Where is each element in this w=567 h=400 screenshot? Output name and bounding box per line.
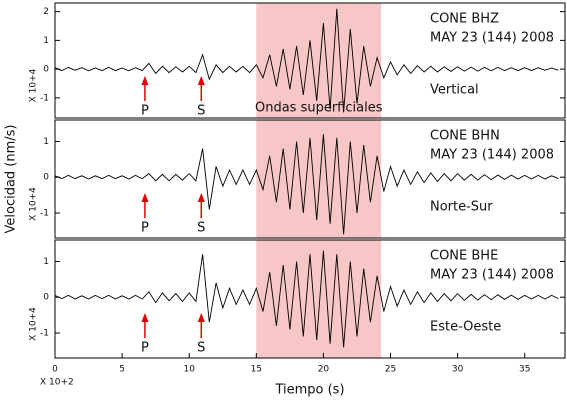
waveform [54,134,559,235]
date-label: MAY 23 (144) 2008 [430,31,554,46]
annotation-label: P [141,341,149,356]
y-tick-label: 2 [43,7,49,17]
station-label: CONE BHZ [430,12,499,27]
panel-frame [54,239,566,359]
y-axis-label: Velocidad (nm/s) [4,124,19,233]
y-scale-label: X 10+4 [29,187,39,221]
annotation-label: S [197,341,205,356]
shaded-label: Ondas superficiales [255,101,383,116]
waveform [54,250,559,348]
x-tick-label: 5 [119,365,125,375]
y-tick-label: -1 [40,328,49,338]
x-tick-label: 30 [452,365,464,375]
component-label: Este-Oeste [430,320,501,335]
annotation-label: S [197,221,205,236]
x-tick-label: 25 [385,365,396,375]
y-tick-label: -1 [40,93,49,103]
annotation-label: P [141,104,149,119]
y-tick-label: 1 [43,137,49,147]
component-label: Vertical [430,83,479,98]
y-tick-label: 0 [43,293,49,303]
y-tick-label: 1 [43,257,49,267]
y-scale-label: X 10+4 [29,307,39,341]
x-tick-label: 35 [519,365,530,375]
shaded-region [256,240,382,358]
shaded-region [256,3,382,118]
annotation-label: S [197,104,205,119]
panel-frame [54,2,566,119]
y-tick-label: 0 [43,173,49,183]
station-label: CONE BHN [430,129,500,144]
x-scale-label: X 10+2 [40,378,74,388]
arrow-head [197,193,205,202]
x-tick-label: 10 [183,365,195,375]
shaded-region [256,120,382,238]
x-tick-label: 20 [318,365,330,375]
arrow-head [141,193,149,202]
date-label: MAY 23 (144) 2008 [430,268,554,283]
station-label: CONE BHE [430,249,498,264]
y-tick-label: 1 [43,36,49,46]
panel-frame [54,119,566,239]
y-scale-label: X 10+4 [29,68,39,102]
arrow-head [141,76,149,85]
waveform [54,8,559,113]
x-axis-label: Tiempo (s) [274,383,344,398]
y-tick-label: 0 [43,65,49,75]
x-tick-label: 0 [52,365,58,375]
x-tick-label: 15 [251,365,262,375]
component-label: Norte-Sur [430,200,493,215]
y-tick-label: -1 [40,208,49,218]
date-label: MAY 23 (144) 2008 [430,148,554,163]
arrow-head [141,313,149,322]
annotation-label: P [141,221,149,236]
arrow-head [197,313,205,322]
arrow-head [197,76,205,85]
